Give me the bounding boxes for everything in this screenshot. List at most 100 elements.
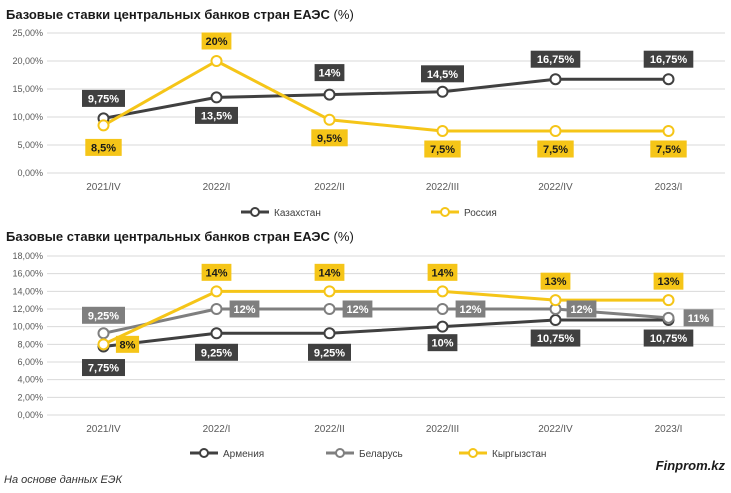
data-label-russia: 9,5% [311,129,348,147]
data-label-belarus-bg [229,300,260,318]
data-label-belarus: 12% [229,300,260,318]
x-tick-label: 2022/IV [538,182,573,193]
y-tick-label: 16,00% [12,269,43,279]
data-label-armenia-text: 10% [431,338,453,350]
point-kazakhstan [549,73,562,86]
data-label-russia: 7,5% [650,140,687,158]
point-armenia [549,314,562,327]
legend-label: Беларусь [359,449,403,460]
data-label-kazakhstan-text: 16,75% [537,54,575,66]
y-tick-label: 10,00% [12,112,43,122]
series-line-russia [102,59,669,133]
data-label-belarus-text: 11% [688,313,710,325]
data-label-armenia: 10,75% [643,329,694,347]
point-kazakhstan [436,85,449,98]
point-kyrgyzstan [97,338,110,351]
series-line-armenia [103,318,669,349]
point-belarus [323,303,336,315]
data-label-belarus-bg [566,300,597,318]
x-tick-label: 2022/II [314,424,345,435]
point-belarus [97,327,110,340]
data-label-kazakhstan-text: 9,75% [88,93,119,105]
data-label-kyrgyzstan-bg [427,263,458,281]
point-belarus [662,311,675,324]
x-tick-label: 2023/I [655,182,683,193]
y-tick-label: 12,00% [12,304,43,314]
point-armenia [210,327,223,340]
data-label-kazakhstan: 9,75% [82,89,125,107]
data-label-belarus-text: 12% [233,304,255,316]
data-label-kazakhstan: 16,75% [530,50,581,68]
data-label-russia-bg [650,140,687,158]
data-label-kyrgyzstan: 13% [540,272,571,290]
x-tick-label: 2022/IV [538,424,573,435]
data-label-russia: 7,5% [424,140,461,158]
chart-1: 0,00% 5,00% 10,00% 15,00% 20,00% 25,00% 2021/I… [12,28,725,219]
legend-item-belarus: Беларусь [326,448,403,460]
point-kyrgyzstan [549,294,562,307]
point-russia [97,119,110,132]
data-label-kyrgyzstan: 14% [201,263,232,281]
legend-item-kazakhstan: Казахстан [241,207,321,219]
data-label-russia-text: 7,5% [430,144,455,156]
data-label-kyrgyzstan-text: 13% [657,276,679,288]
point-kazakhstan [662,73,675,86]
data-label-armenia: 10,75% [530,329,581,347]
data-label-belarus-text: 12% [570,304,592,316]
data-label-belarus: 12% [342,300,373,318]
chart-1-title: Базовые ставки центральных банков стран … [6,7,354,22]
data-label-kazakhstan: 16,75% [643,50,694,68]
data-label-armenia-bg [427,334,458,352]
data-label-belarus-bg [683,309,714,327]
data-label-russia-bg [537,140,574,158]
data-label-kyrgyzstan-bg [314,263,345,281]
data-label-kazakhstan: 14,5% [421,65,464,83]
data-label-kyrgyzstan-text: 14% [205,267,227,279]
data-label-armenia: 7,75% [82,359,125,377]
data-label-armenia-text: 9,25% [201,347,232,359]
data-label-russia: 8,5% [85,138,122,156]
data-label-kyrgyzstan-text: 13% [544,276,566,288]
data-label-belarus: 12% [566,300,597,318]
point-kyrgyzstan [436,285,449,298]
data-label-kyrgyzstan-text: 14% [431,267,453,279]
x-tick-label: 2022/III [426,424,459,435]
data-label-belarus-text: 12% [459,304,481,316]
y-tick-label: 25,00% [12,28,43,38]
data-label-kyrgyzstan: 14% [314,263,345,281]
data-label-armenia-bg [308,343,351,361]
data-label-armenia-text: 10,75% [537,333,575,345]
point-kyrgyzstan [210,285,223,298]
data-label-belarus: 9,25% [82,306,125,324]
data-label-kazakhstan: 13,5% [195,106,238,124]
data-label-kazakhstan-bg [643,50,694,68]
data-label-armenia-bg [643,329,694,347]
y-tick-label: 14,00% [12,286,43,296]
y-tick-label: 5,00% [17,140,43,150]
data-label-kyrgyzstan-bg [540,272,571,290]
point-kyrgyzstan [323,285,336,298]
legend-label: Кыргызстан [492,449,546,460]
data-label-armenia: 9,25% [308,343,351,361]
data-label-kazakhstan-text: 14,5% [427,69,458,81]
legend-label: Россия [464,208,497,219]
y-tick-label: 0,00% [17,410,43,420]
data-label-russia-text: 20% [205,36,227,48]
legend-swatch-marker [440,207,450,217]
x-tick-label: 2022/III [426,182,459,193]
data-label-russia-bg [424,140,461,158]
legend-label: Казахстан [274,208,321,219]
data-label-kazakhstan-text: 14% [318,68,340,80]
series-line-kyrgyzstan [102,289,669,346]
x-tick-label: 2022/I [203,182,231,193]
point-armenia [436,320,449,333]
data-label-russia-text: 7,5% [656,144,681,156]
point-russia [210,55,223,67]
data-label-kazakhstan-text: 16,75% [650,54,688,66]
y-tick-label: 20,00% [12,56,43,66]
data-label-armenia-bg [195,343,238,361]
data-label-russia-bg [311,129,348,147]
data-label-kyrgyzstan-bg [115,335,140,353]
y-tick-label: 8,00% [17,339,43,349]
data-label-kyrgyzstan: 14% [427,263,458,281]
